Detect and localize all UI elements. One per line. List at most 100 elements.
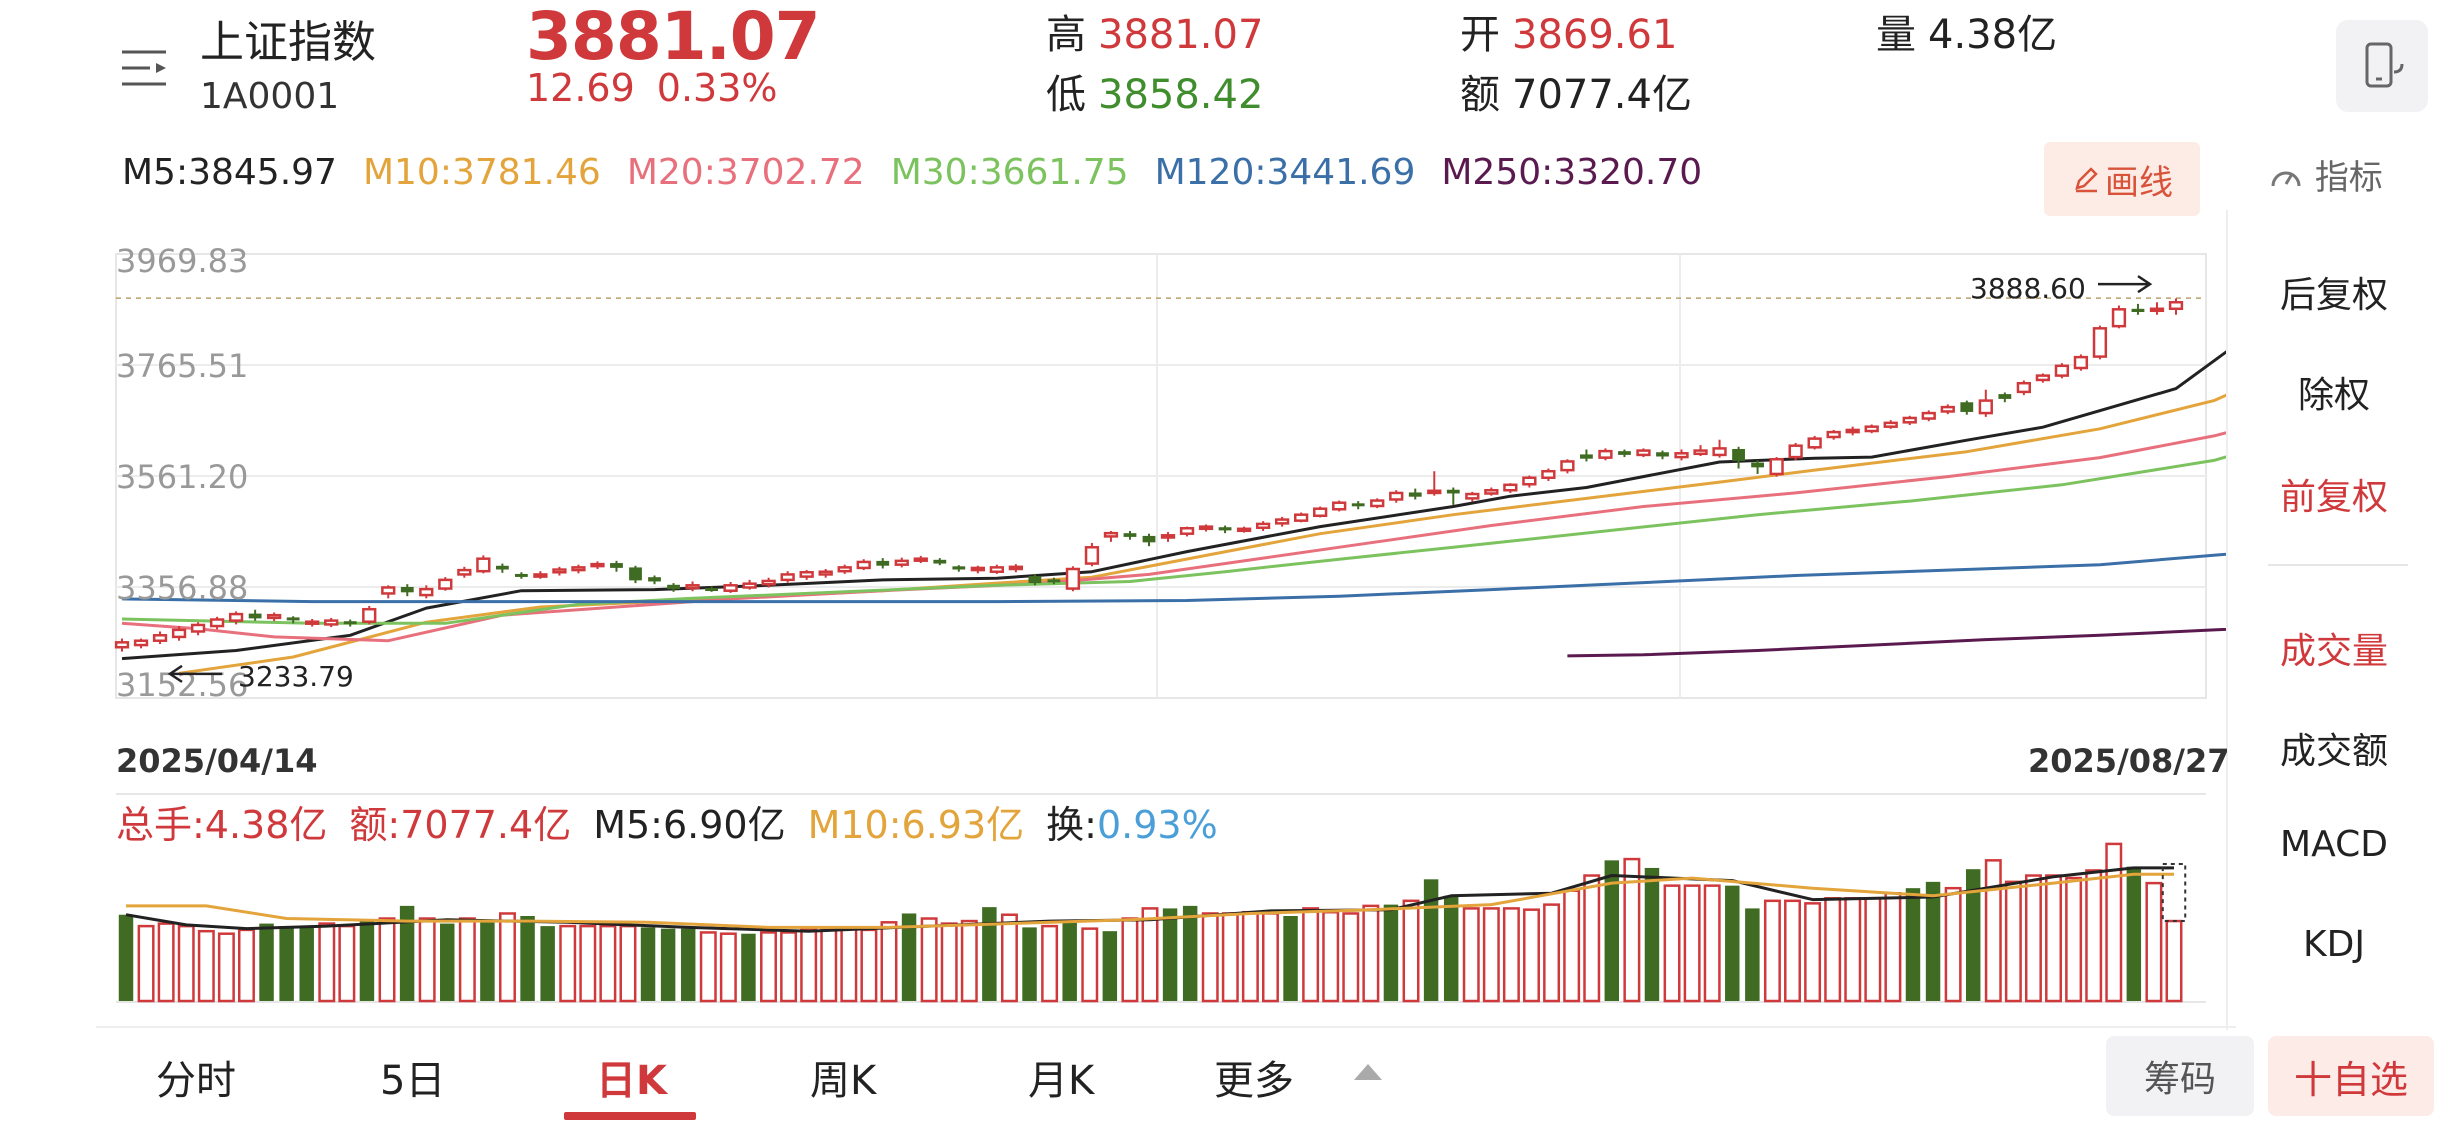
candle-body bbox=[476, 557, 491, 573]
m20-line bbox=[121, 431, 2226, 643]
volume-bar bbox=[1925, 881, 1941, 1001]
volume-chart[interactable] bbox=[0, 790, 2226, 1020]
candle-body bbox=[970, 566, 985, 572]
option-amount[interactable]: 成交额 bbox=[2279, 731, 2388, 772]
candle-body bbox=[1389, 491, 1404, 501]
option-macd[interactable]: MACD bbox=[2280, 824, 2388, 865]
min-price-label: 3233.79 bbox=[238, 660, 354, 693]
candle-body bbox=[1465, 492, 1480, 500]
volume-bar bbox=[197, 929, 215, 1003]
candle-body bbox=[1693, 449, 1708, 456]
candle-body bbox=[1255, 522, 1271, 529]
candle-body bbox=[381, 586, 396, 595]
price-change: 12.69 0.33% bbox=[526, 66, 800, 110]
y-tick-label: 3561.20 bbox=[116, 458, 248, 496]
volume-bar bbox=[1804, 902, 1822, 1003]
candle-body bbox=[989, 566, 1004, 573]
candle bbox=[590, 561, 605, 570]
volume-bar bbox=[440, 923, 455, 1001]
volume-bar bbox=[920, 917, 938, 1003]
menu-button[interactable] bbox=[116, 36, 180, 100]
candle bbox=[343, 619, 357, 627]
volume-bar bbox=[1102, 931, 1118, 1001]
candle bbox=[171, 626, 187, 641]
candle-body bbox=[610, 563, 623, 568]
volume-bar bbox=[699, 931, 717, 1003]
tab-5day[interactable]: 5日 bbox=[380, 1058, 446, 1104]
menu-icon bbox=[122, 50, 166, 86]
candle bbox=[1028, 573, 1042, 586]
high-value: 3881.07 bbox=[1098, 12, 1264, 58]
candle bbox=[989, 564, 1004, 574]
candle-body bbox=[2073, 355, 2089, 370]
draw-line-button[interactable]: 画线 bbox=[2044, 142, 2200, 216]
candle bbox=[1274, 516, 1290, 527]
tab-more[interactable]: 更多 bbox=[1214, 1058, 1294, 1104]
tab-weekly-k[interactable]: 周K bbox=[810, 1058, 877, 1104]
add-favorite-button[interactable]: 十自选 bbox=[2268, 1036, 2434, 1116]
candle-body bbox=[1998, 394, 2012, 399]
caret-up-icon[interactable] bbox=[1354, 1064, 1382, 1080]
chips-button[interactable]: 筹码 bbox=[2106, 1036, 2254, 1116]
candle bbox=[1598, 448, 1613, 461]
option-pre-adjusted[interactable]: 前复权 bbox=[2279, 477, 2388, 518]
candle bbox=[1255, 521, 1271, 531]
candle-body bbox=[2035, 374, 2051, 382]
indicator-label: 指标 bbox=[2314, 158, 2383, 198]
tab-daily-k[interactable]: 日K bbox=[596, 1058, 667, 1104]
candle-body bbox=[1732, 448, 1745, 461]
volume-bar bbox=[960, 919, 978, 1003]
volume-bar bbox=[2145, 881, 2163, 1003]
volume-bar bbox=[1022, 927, 1037, 1001]
candle bbox=[1198, 524, 1214, 532]
candle-body bbox=[1332, 501, 1347, 511]
candle bbox=[667, 583, 680, 592]
option-kdj[interactable]: KDJ bbox=[2303, 924, 2365, 965]
candle bbox=[1940, 404, 1955, 415]
candle-body bbox=[1198, 525, 1214, 531]
candle-body bbox=[514, 573, 528, 577]
indicator-settings-button[interactable]: 指标 bbox=[2268, 150, 2383, 199]
volume-bar bbox=[1884, 891, 1902, 1003]
candle bbox=[419, 585, 434, 599]
option-volume[interactable]: 成交量 bbox=[2279, 631, 2388, 672]
total-volume: 总手:4.38亿 bbox=[116, 803, 328, 847]
landscape-toggle-button[interactable] bbox=[2336, 20, 2428, 112]
volume-bar bbox=[2165, 919, 2183, 1003]
volume-bar bbox=[820, 928, 838, 1003]
volume-bar bbox=[480, 922, 495, 1001]
candle-body bbox=[1845, 428, 1860, 434]
volume-bar bbox=[299, 926, 314, 1001]
volume-legend: 总手:4.38亿 额:7077.4亿 M5:6.90亿 M10:6.93亿 换:… bbox=[116, 794, 1218, 849]
candle bbox=[1408, 488, 1422, 500]
candle bbox=[952, 565, 966, 572]
option-post-adjusted[interactable]: 后复权 bbox=[2279, 275, 2388, 316]
candle bbox=[780, 571, 795, 583]
tab-monthly-k[interactable]: 月K bbox=[1028, 1058, 1095, 1104]
open-label: 开 bbox=[1460, 12, 1500, 58]
candle-body bbox=[1047, 579, 1061, 583]
candle-body bbox=[894, 559, 909, 566]
candle bbox=[648, 575, 661, 585]
candle bbox=[1674, 449, 1689, 461]
volume-bar bbox=[137, 924, 155, 1003]
volume-bar bbox=[1644, 867, 1660, 1001]
candle bbox=[2073, 354, 2089, 371]
tab-intraday[interactable]: 分时 bbox=[156, 1058, 236, 1104]
volume-bar bbox=[118, 914, 134, 1001]
option-ex-rights[interactable]: 除权 bbox=[2297, 375, 2370, 416]
volume-bar bbox=[157, 922, 175, 1003]
volume-bar bbox=[1563, 889, 1581, 1003]
volume-bar bbox=[2085, 869, 2103, 1003]
volume-bar bbox=[1443, 895, 1459, 1001]
candle-body bbox=[1503, 483, 1518, 492]
ma120-legend: M120:3441.69 bbox=[1154, 152, 1416, 193]
total-amount: 额:7077.4亿 bbox=[349, 803, 572, 847]
candle bbox=[1313, 506, 1328, 518]
volume-bar bbox=[1141, 907, 1159, 1003]
volume-bar bbox=[579, 924, 597, 1003]
candle-body bbox=[1788, 444, 1803, 459]
candle-body bbox=[742, 582, 757, 589]
kline-chart[interactable]: 3969.83 3765.51 3561.20 3356.88 3152.56 3888.… bbox=[0, 230, 2226, 790]
candle bbox=[2035, 373, 2051, 383]
